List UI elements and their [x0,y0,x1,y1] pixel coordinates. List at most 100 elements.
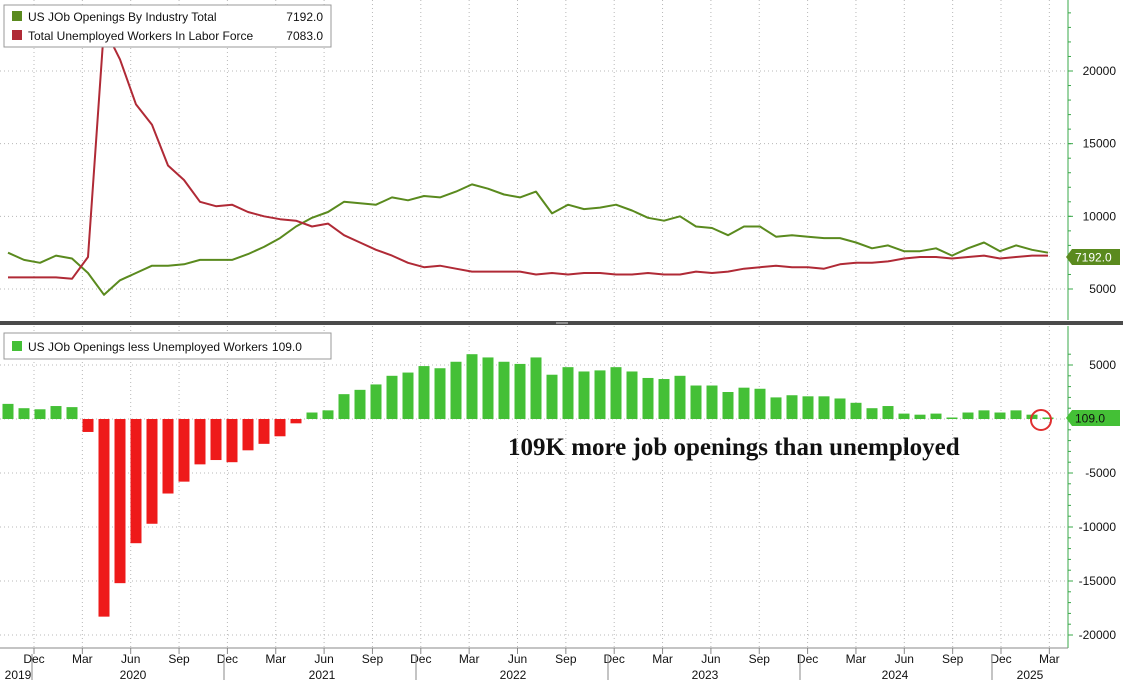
x-month-label-0: Dec [23,652,44,666]
x-month-label-4: Dec [217,652,238,666]
bar-3 [50,406,62,419]
bar-39 [626,371,638,419]
bar-21 [338,394,350,419]
bar-60 [962,412,974,419]
x-month-label-9: Mar [459,652,480,666]
bar-13 [210,419,222,461]
bar-53 [850,402,862,419]
x-month-label-2: Jun [121,652,140,666]
x-month-label-15: Sep [749,652,771,666]
bar-27 [434,368,446,419]
x-year-label-3: 2022 [500,668,527,680]
bar-7 [114,419,126,584]
bar-31 [498,361,510,419]
legend-value-job-openings: 7192.0 [286,10,323,24]
x-month-label-3: Sep [168,652,190,666]
series-line-1 [8,26,1048,280]
last-value-tag-difference: 109.0 [1066,410,1120,426]
x-month-label-1: Mar [72,652,93,666]
legend-label-unemployed: Total Unemployed Workers In Labor Force [28,29,254,43]
top-axis-label-0: 5000 [1089,282,1116,296]
bar-40 [642,377,654,419]
bar-50 [802,396,814,419]
bar-11 [178,419,190,482]
bar-14 [226,419,238,463]
last-value-tag-job-openings: 7192.0 [1066,249,1120,265]
bar-38 [610,367,622,419]
top-axis-label-3: 20000 [1083,64,1117,78]
legend-label-job-openings: US JOb Openings By Industry Total [28,10,217,24]
bar-20 [322,410,334,419]
bar-28 [450,361,462,419]
x-month-label-8: Dec [410,652,431,666]
x-month-label-14: Jun [701,652,720,666]
bar-9 [146,419,158,524]
bar-48 [770,397,782,419]
latest-value-marker-circle [1030,409,1052,431]
bar-17 [274,419,286,437]
x-month-label-18: Jun [895,652,914,666]
x-month-label-21: Mar [1039,652,1060,666]
x-month-label-7: Sep [362,652,384,666]
x-year-label-4: 2023 [692,668,719,680]
bar-19 [306,412,318,419]
bar-54 [866,408,878,419]
bar-24 [386,375,398,419]
annotation-text: 109K more job openings than unemployed [508,434,960,461]
bar-37 [594,370,606,419]
bottom-axis-label-4: -15000 [1079,574,1117,588]
bar-30 [482,357,494,419]
top-line-series [7,26,1049,296]
bottom-y-axis: 5000 -5000 -10000 -15000 -20000 [1067,326,1117,648]
bar-33 [530,357,542,419]
bar-59 [946,417,958,419]
bar-29 [466,354,478,419]
bar-43 [690,385,702,419]
x-month-label-17: Mar [846,652,867,666]
bar-56 [898,413,910,419]
bar-8 [130,419,142,544]
bar-4 [66,407,78,419]
bar-42 [674,375,686,419]
bar-62 [994,412,1006,419]
x-month-label-12: Dec [604,652,625,666]
legend-value-unemployed: 7083.0 [286,29,323,43]
bottom-axis-label-3: -10000 [1079,520,1117,534]
last-value-tag-job-openings-text: 7192.0 [1075,251,1112,265]
bar-63 [1010,410,1022,419]
x-month-label-10: Jun [508,652,527,666]
bottom-axis-label-5: -20000 [1079,628,1117,642]
bar-6 [98,419,110,617]
bar-25 [402,372,414,419]
bar-65 [1042,417,1054,419]
x-month-label-13: Mar [652,652,673,666]
bar-55 [882,406,894,419]
x-year-label-5: 2024 [882,668,909,680]
bar-18 [290,419,302,424]
bar-61 [978,410,990,419]
legend-swatch-job-openings [12,11,22,21]
x-month-label-20: Dec [990,652,1011,666]
series-line-0 [7,183,1049,296]
legend-label-difference: US JOb Openings less Unemployed Workers 1… [28,340,302,354]
difference-bars [2,354,1054,617]
bar-15 [242,419,254,451]
bar-26 [418,366,430,419]
bottom-axis-label-0: 5000 [1089,358,1116,372]
bar-51 [818,396,830,419]
bar-52 [834,398,846,419]
bar-12 [194,419,206,465]
bar-41 [658,379,670,419]
bar-16 [258,419,270,444]
bar-46 [738,387,750,419]
grid-lines [0,0,1068,648]
x-month-label-5: Mar [265,652,286,666]
bar-2 [34,409,46,419]
bottom-axis-label-2: -5000 [1085,466,1116,480]
bottom-legend: US JOb Openings less Unemployed Workers 1… [3,332,332,360]
x-month-label-6: Jun [314,652,333,666]
bar-34 [546,374,558,419]
x-axis: Dec Mar Jun Sep Dec Mar Jun Sep Dec Mar Jun Sep Dec M… [0,647,1068,680]
bar-1 [18,408,30,419]
last-value-tag-difference-text: 109.0 [1075,412,1105,426]
